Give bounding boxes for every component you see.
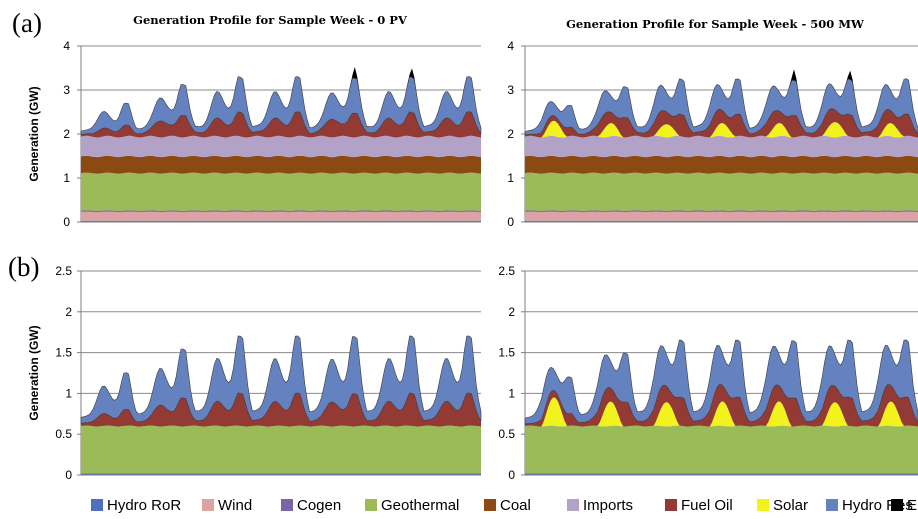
chart-b-right: 0 0.5 1 1.5 2 2.5 bbox=[498, 264, 918, 482]
legend-swatch bbox=[567, 499, 579, 511]
legend-label: Hydro RoR bbox=[107, 497, 181, 514]
area-fuel-oil bbox=[81, 111, 481, 138]
y-tick-label: 0 bbox=[65, 468, 72, 482]
area-geothermal bbox=[81, 172, 481, 211]
area-imports bbox=[81, 135, 481, 158]
legend-swatch bbox=[757, 499, 769, 511]
y-tick-label: 2 bbox=[65, 305, 72, 319]
legend-swatch bbox=[365, 499, 377, 511]
y-tick-label: 0.5 bbox=[55, 427, 72, 441]
area-fuel-oil bbox=[525, 108, 918, 138]
y-tick-label: 0 bbox=[507, 215, 514, 229]
y-tick-label: 1.5 bbox=[498, 346, 515, 360]
legend-swatch bbox=[484, 499, 496, 511]
y-tick-label: 0 bbox=[63, 215, 70, 229]
area-geothermal bbox=[81, 425, 481, 474]
y-tick-label: 1 bbox=[63, 171, 70, 185]
area-geothermal bbox=[525, 172, 918, 211]
area-solar bbox=[525, 397, 918, 427]
area-fuel-oil bbox=[81, 393, 481, 427]
legend-label: Fuel Oil bbox=[681, 497, 733, 514]
legend-label: Geothermal bbox=[381, 497, 459, 514]
y-tick-label: 4 bbox=[507, 39, 514, 53]
y-tick-label: 1 bbox=[65, 386, 72, 400]
area-coal bbox=[525, 155, 918, 174]
legend-swatch bbox=[202, 499, 214, 511]
area-hydro-res bbox=[80, 335, 482, 424]
y-tick-label: 2 bbox=[508, 305, 515, 319]
area-cogen bbox=[525, 210, 918, 212]
area-geothermal bbox=[525, 425, 918, 474]
y-tick-label: 3 bbox=[507, 83, 514, 97]
y-tick-label: 0 bbox=[508, 468, 515, 482]
area-hydro-res bbox=[80, 76, 482, 136]
legend-swatch bbox=[891, 499, 903, 511]
chart-a-right: 0 1 2 3 4 bbox=[507, 39, 918, 229]
chart-title-a-right: Generation Profile for Sample Week - 500… bbox=[566, 17, 865, 31]
area-hydro-res bbox=[524, 78, 918, 136]
y-tick-label: 3 bbox=[63, 83, 70, 97]
legend-label: ENS bbox=[907, 497, 918, 514]
chart-b-left: 0 0.5 1 1.5 2 2.5 bbox=[55, 264, 482, 482]
area-wind bbox=[81, 211, 481, 221]
y-tick-label: 2.5 bbox=[55, 264, 72, 278]
legend-label: Coal bbox=[500, 497, 531, 514]
y-tick-label: 0.5 bbox=[498, 427, 515, 441]
legend-swatch bbox=[281, 499, 293, 511]
legend-swatch bbox=[91, 499, 103, 511]
chart-title-a-left: Generation Profile for Sample Week - 0 P… bbox=[133, 13, 408, 27]
legend-label: Imports bbox=[583, 497, 633, 514]
area-fuel-oil bbox=[525, 384, 918, 427]
legend-swatch bbox=[826, 499, 838, 511]
area-imports bbox=[525, 135, 918, 158]
y-tick-label: 1.5 bbox=[55, 346, 72, 360]
y-tick-label: 1 bbox=[507, 171, 514, 185]
area-wind bbox=[525, 211, 918, 221]
area-cogen bbox=[81, 210, 481, 212]
chart-a-left: 0 1 2 3 4 bbox=[63, 39, 482, 229]
y-axis-title-a: Generation (GW) bbox=[27, 86, 41, 181]
y-tick-label: 1 bbox=[508, 386, 515, 400]
y-tick-label: 2 bbox=[63, 127, 70, 141]
y-tick-label: 4 bbox=[63, 39, 70, 53]
legend-label: Solar bbox=[773, 497, 808, 514]
area-coal bbox=[81, 155, 481, 174]
legend-swatch bbox=[665, 499, 677, 511]
y-axis-title-b: Generation (GW) bbox=[27, 325, 41, 420]
legend-label: Wind bbox=[218, 497, 252, 514]
legend-label: Cogen bbox=[297, 497, 341, 514]
y-tick-label: 2 bbox=[507, 127, 514, 141]
y-tick-label: 2.5 bbox=[498, 264, 515, 278]
area-hydro-res bbox=[524, 339, 918, 425]
legend: Hydro RoR Wind Cogen Geothermal Coal Imports F… bbox=[91, 497, 918, 514]
area-solar bbox=[525, 120, 918, 138]
panel-label-b: (b) bbox=[8, 252, 39, 282]
panel-label-a: (a) bbox=[12, 8, 42, 38]
